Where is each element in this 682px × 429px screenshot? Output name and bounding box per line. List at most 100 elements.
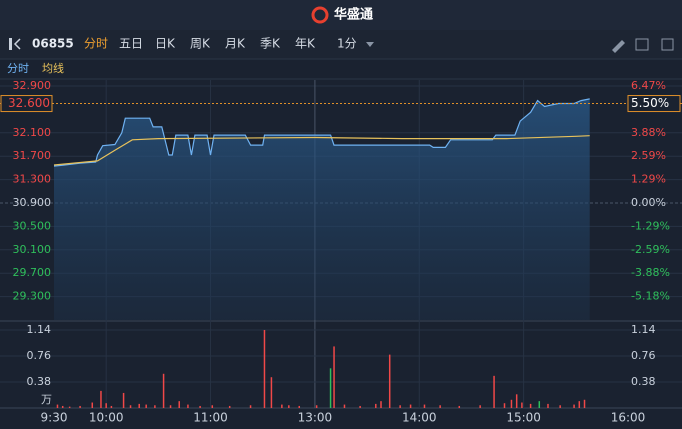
y2-tick-label: 2.59% [631, 149, 666, 162]
volume-bar [493, 375, 495, 408]
expand-icon[interactable] [635, 38, 649, 51]
y-tick-label: 30.500 [13, 219, 52, 232]
y-tick-label: 32.900 [13, 79, 52, 92]
last-price-label: 32.600 [8, 96, 50, 110]
y-tick-label: 30.900 [13, 196, 52, 209]
volume-bar [359, 405, 361, 408]
volume-bar [529, 403, 532, 408]
volume-bar [479, 405, 481, 408]
volume-bar [288, 405, 290, 408]
header-bar [0, 0, 682, 30]
y-tick-label: 29.700 [13, 266, 52, 279]
volume-bar [228, 405, 231, 408]
volume-tick-label-right: 0.38 [631, 375, 656, 388]
y2-tick-label: -1.29% [631, 219, 670, 232]
average-line [53, 135, 590, 166]
x-tick-label: 16:00 [611, 411, 646, 425]
volume-bar [145, 404, 147, 408]
tab[interactable]: 年K [295, 37, 316, 51]
volume-bar [110, 405, 113, 408]
volume-bar [583, 399, 586, 408]
y-tick-label: 31.300 [13, 173, 52, 186]
volume-bar [187, 404, 189, 408]
volume-tick-label-right: 0.76 [631, 349, 656, 362]
volume-bar [573, 404, 575, 408]
plot: 9:30 10:00 11:00 13:00 14:00 15:00 16:00 32.900… [0, 79, 682, 425]
toolbar [0, 30, 682, 59]
volume-bar [409, 404, 412, 408]
fullscreen-icon[interactable] [661, 38, 674, 51]
x-tick-label: 15:00 [506, 411, 541, 425]
volume-bar [162, 373, 165, 408]
volume-bar [423, 404, 426, 408]
tab[interactable]: 季K [260, 37, 281, 51]
volume-bar [61, 405, 64, 408]
logo-icon [311, 6, 329, 24]
volume-bar [510, 399, 513, 408]
y2-tick-label: -5.18% [631, 290, 670, 303]
volume-bar [333, 346, 335, 408]
volume-bar [298, 405, 301, 408]
y2-tick-label: -2.59% [631, 243, 670, 256]
volume-bar [270, 377, 273, 408]
volume-bar [399, 405, 401, 408]
y2-tick-label: 1.29% [631, 173, 666, 186]
volume-tick-label: 1.14 [27, 323, 52, 336]
back-icon[interactable] [9, 38, 12, 50]
volume-bar [578, 401, 581, 408]
x-tick-label: 14:00 [402, 411, 437, 425]
volume-bar [199, 405, 201, 408]
volume-bar [105, 403, 107, 408]
y-tick-label: 32.100 [13, 126, 52, 139]
volume-bar [503, 403, 506, 408]
volume-bar [100, 390, 102, 408]
tab[interactable]: 日K [155, 37, 176, 51]
y-tick-label: 29.300 [13, 290, 52, 303]
volume-bar [169, 405, 172, 408]
volume-bar [122, 392, 125, 408]
volume-bar [79, 405, 81, 408]
volume-bar [329, 368, 332, 408]
volume-bar [380, 401, 382, 408]
volume-bar [375, 403, 377, 408]
legend-price: 分时 [7, 62, 29, 75]
back-arrow[interactable] [13, 38, 21, 50]
legend-average: 均线 [42, 61, 64, 75]
tab[interactable]: 五日 [119, 37, 143, 51]
volume-unit: 万 [41, 393, 52, 406]
volume-bar [154, 405, 156, 408]
interval-select[interactable]: 1分 [337, 37, 357, 51]
dropdown-arrow[interactable] [366, 42, 374, 47]
volume-bar [547, 403, 549, 408]
volume-bar [91, 402, 94, 408]
volume-bar [263, 330, 266, 408]
volume-bar [138, 403, 140, 408]
x-tick-label: 9:30 [41, 411, 68, 425]
volume-bar [129, 405, 132, 408]
tab[interactable]: 月K [225, 37, 246, 51]
y2-tick-label: -3.88% [631, 266, 670, 279]
volume-bar [388, 354, 391, 408]
volume-bar [559, 405, 561, 408]
volume-bar [439, 405, 441, 408]
volume-tick-label: 0.38 [27, 375, 52, 388]
y2-tick-label: 6.47% [631, 79, 666, 92]
x-tick-label: 13:00 [298, 411, 333, 425]
price-area [54, 98, 590, 321]
last-change-box [627, 95, 681, 113]
volume-bar [178, 401, 180, 408]
volume-bar [211, 405, 214, 408]
volume-bar [249, 405, 252, 408]
tab[interactable]: 周K [190, 37, 211, 51]
tab[interactable]: 分时 [84, 37, 108, 51]
draw-icon[interactable] [612, 40, 625, 53]
volume-bar [315, 405, 318, 408]
volume-bar [68, 406, 71, 408]
volume-bar [343, 404, 346, 408]
volume-tick-label-right: 1.14 [631, 323, 656, 336]
y-tick-label: 31.700 [13, 149, 52, 162]
volume-bar [281, 404, 283, 408]
x-tick-label: 11:00 [193, 411, 228, 425]
last-change-label: 5.50% [631, 96, 669, 110]
